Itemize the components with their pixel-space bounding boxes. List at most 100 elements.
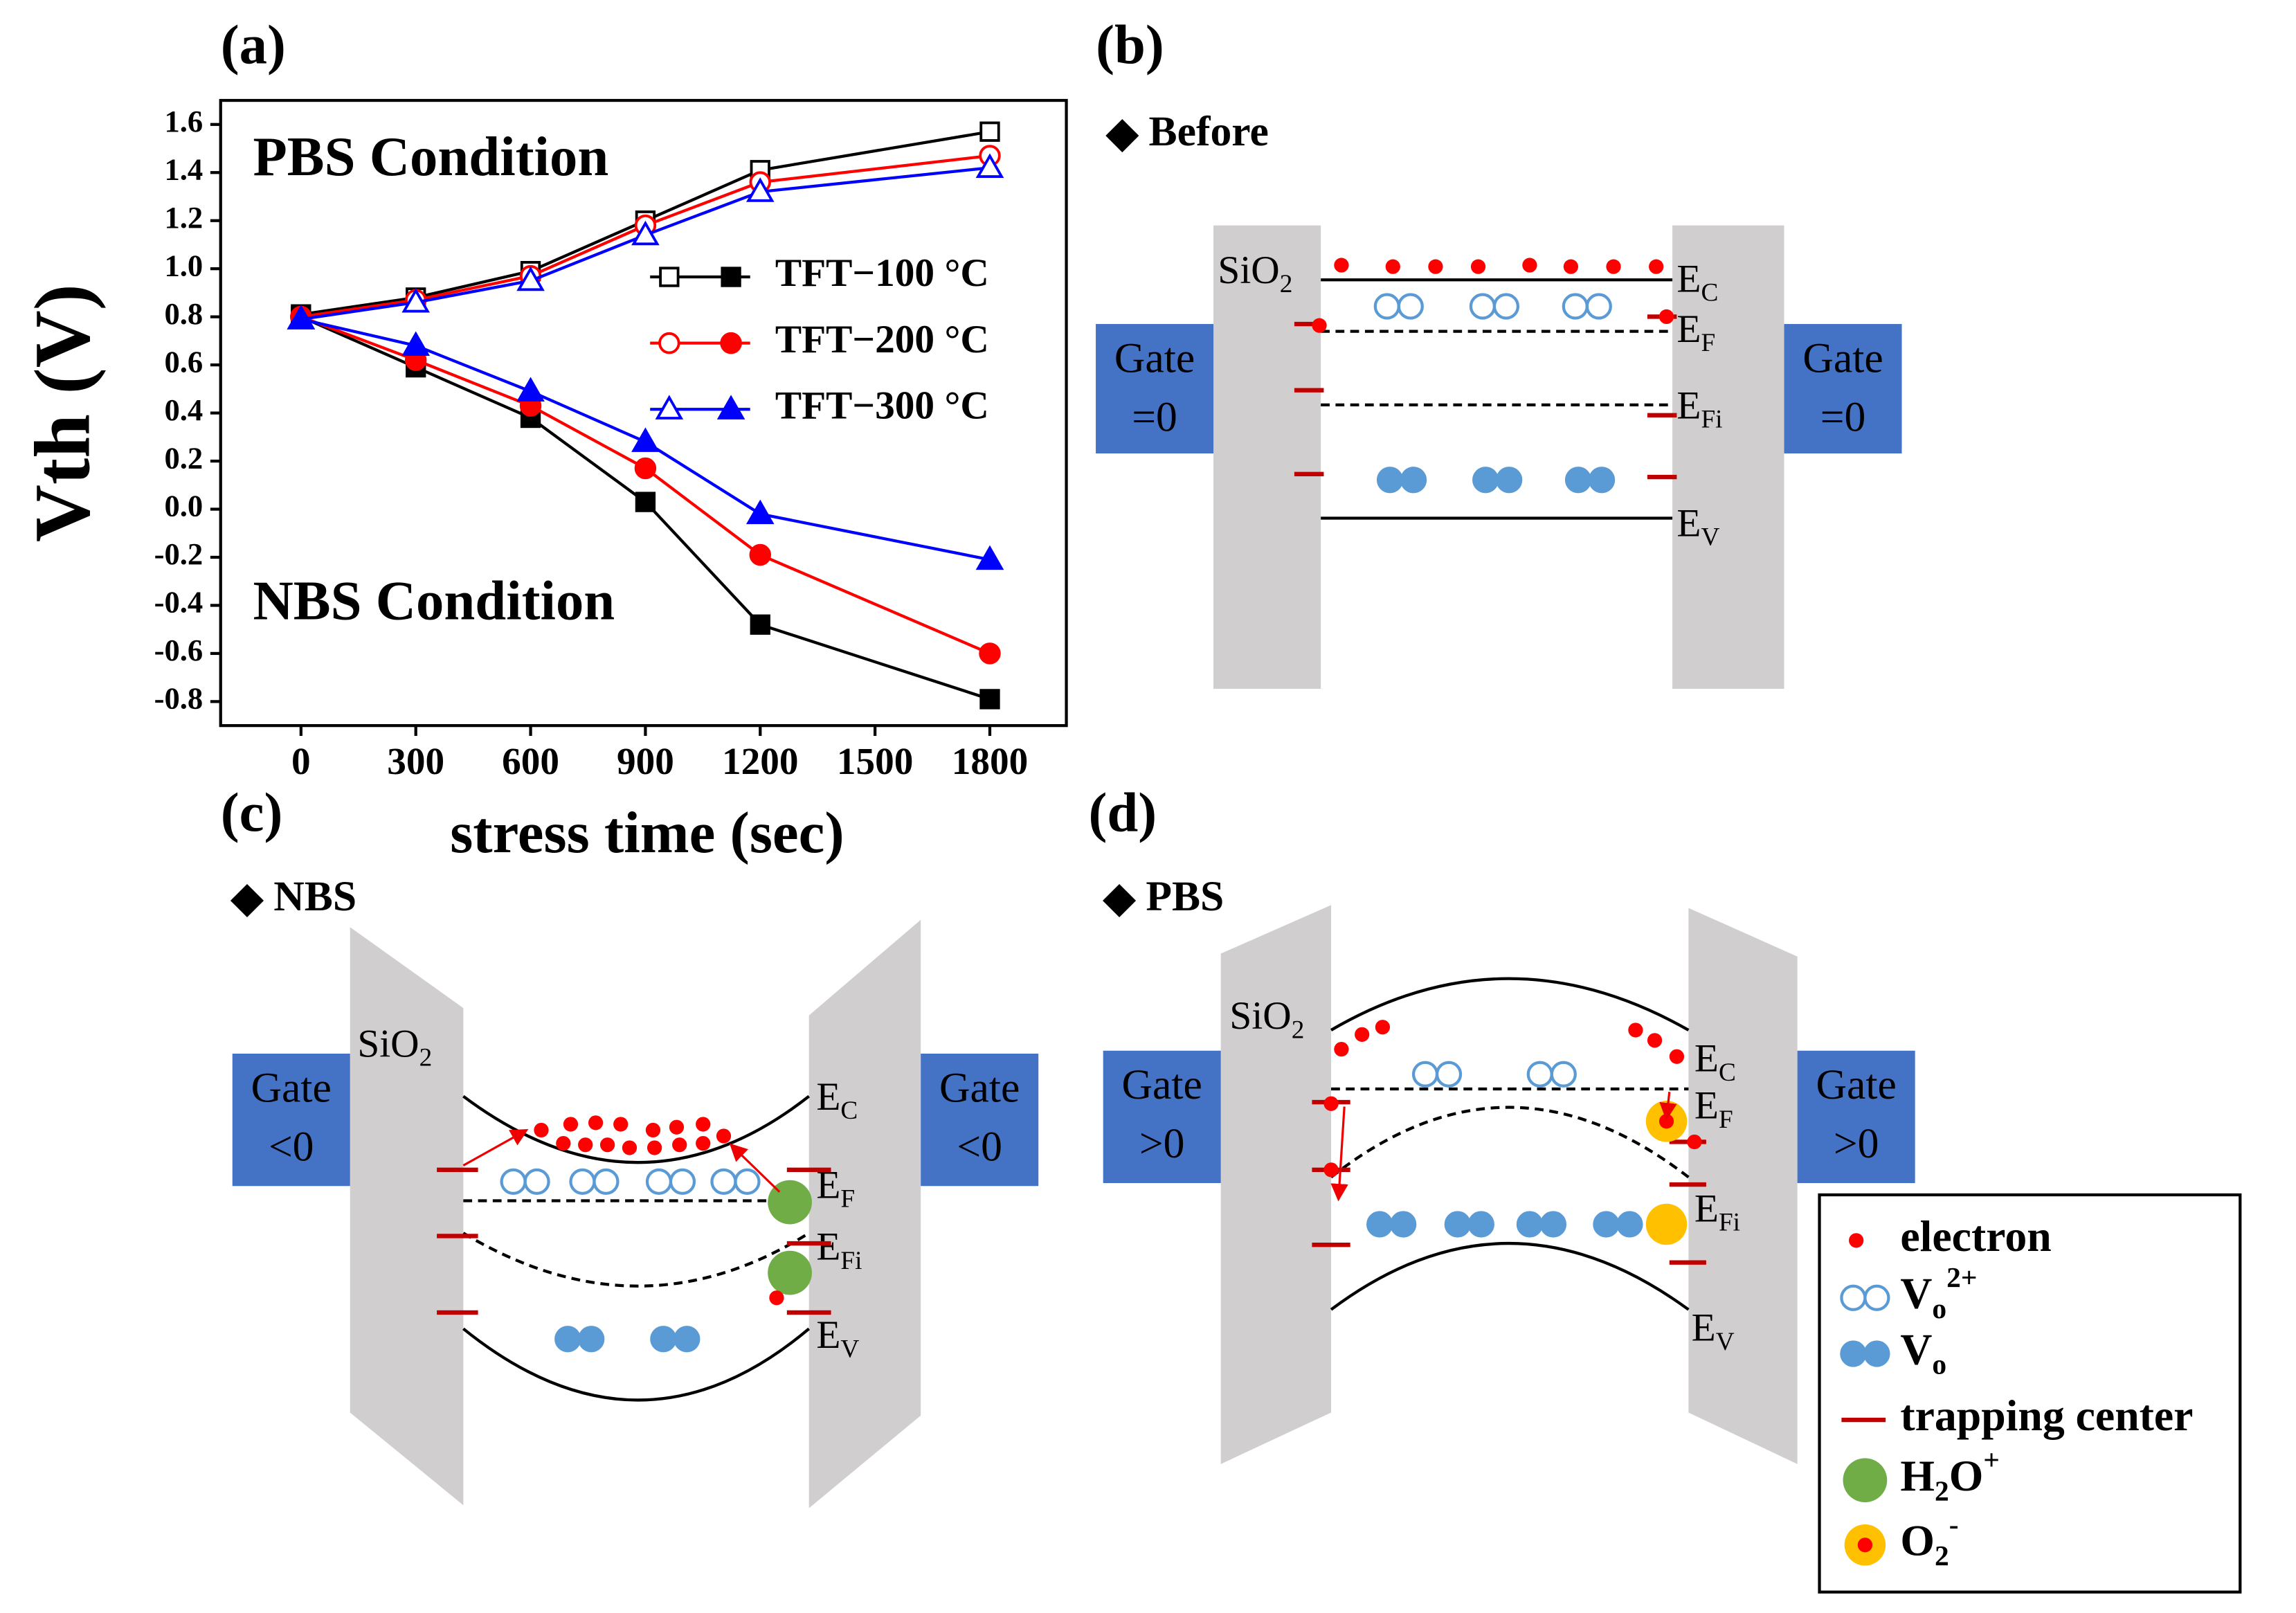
y-tick-label: -0.8 xyxy=(154,681,204,716)
legend-label-part: 2+ xyxy=(1946,1261,1977,1293)
gate-label: Gate xyxy=(1114,334,1195,381)
marker xyxy=(979,689,1000,710)
x-tick-label: 900 xyxy=(617,740,674,782)
electron xyxy=(1312,318,1327,333)
energy-level-label-part: E xyxy=(816,1225,840,1269)
legend-label-part: O xyxy=(1949,1451,1984,1500)
vo2 xyxy=(1411,1061,1439,1088)
oxide-slab xyxy=(1672,225,1784,690)
h2o-ion xyxy=(1843,1458,1888,1503)
panel-label: (d) xyxy=(1088,782,1157,844)
marker xyxy=(401,287,430,313)
series-line xyxy=(300,154,991,318)
legend-label: TFT−100 °C xyxy=(775,251,989,295)
marker xyxy=(659,267,680,287)
vo xyxy=(1593,1211,1620,1238)
electron xyxy=(1334,258,1349,273)
electron xyxy=(669,1119,685,1135)
panel-title: PBS xyxy=(1146,873,1224,920)
y-tick-label: 1.6 xyxy=(164,104,203,138)
energy-level-label-part: Fi xyxy=(1701,405,1722,433)
electron xyxy=(1323,1162,1339,1178)
energy-level-label-part: E xyxy=(1694,1084,1719,1128)
energy-level-label-part: E xyxy=(1676,501,1701,545)
energy-level-label: EC xyxy=(1694,1037,1736,1087)
y-tick-label: 0.6 xyxy=(164,344,203,379)
vo2 xyxy=(1435,1061,1463,1088)
y-tick-label: 0.8 xyxy=(164,296,203,331)
legend-label: TFT−200 °C xyxy=(775,318,989,361)
annotation: PBS Condition xyxy=(253,126,608,188)
oxide-label-part: SiO xyxy=(1229,994,1291,1038)
electron xyxy=(1849,1233,1864,1248)
band-edge xyxy=(462,1094,811,1164)
energy-level-label-part: E xyxy=(1694,1037,1719,1081)
marker xyxy=(634,457,657,480)
electron xyxy=(599,1137,615,1153)
bullet-diamond xyxy=(1103,883,1137,918)
legend-label-part: o xyxy=(1932,1292,1946,1324)
electron xyxy=(1355,1027,1370,1042)
vo xyxy=(1444,1211,1471,1238)
legend-label: trapping center xyxy=(1900,1391,2193,1440)
arrow xyxy=(1330,1106,1348,1202)
oxide-label-part: SiO xyxy=(357,1022,419,1066)
legend-label-part: o xyxy=(1932,1348,1946,1380)
y-tick-label: 1.4 xyxy=(164,152,203,186)
band-edge xyxy=(1330,1106,1690,1179)
legend-label-part: 2 xyxy=(1935,1539,1949,1571)
energy-level-label: EC xyxy=(816,1075,858,1125)
vo xyxy=(1366,1211,1393,1238)
electron xyxy=(622,1140,638,1155)
vo2 xyxy=(1863,1284,1890,1311)
marker xyxy=(745,177,775,202)
x-tick-label: 1800 xyxy=(952,740,1028,782)
vo2 xyxy=(1526,1061,1553,1088)
vo2 xyxy=(1550,1061,1577,1088)
vo2 xyxy=(645,1168,673,1195)
vo xyxy=(1616,1211,1643,1238)
electron xyxy=(578,1137,593,1153)
electron xyxy=(1606,259,1621,274)
energy-level-label-part: E xyxy=(816,1313,840,1357)
vo2 xyxy=(1469,293,1497,320)
legend-label-part: O xyxy=(1900,1515,1935,1565)
vo2 xyxy=(1492,293,1520,320)
gate xyxy=(232,1053,350,1187)
electron xyxy=(1628,1022,1643,1038)
legend-label: Vo xyxy=(1900,1324,1946,1380)
band-edge xyxy=(1330,1242,1690,1311)
oxide-slab xyxy=(350,927,464,1506)
y-tick-label: 0.0 xyxy=(164,489,203,523)
vo xyxy=(554,1326,581,1353)
electron xyxy=(645,1122,661,1138)
energy-level-label: EF xyxy=(1676,307,1715,357)
vo xyxy=(674,1326,700,1353)
band-edge xyxy=(462,1327,811,1402)
vo2 xyxy=(669,1168,696,1195)
oxide-label-part: 2 xyxy=(1292,1016,1305,1044)
marker xyxy=(516,377,545,402)
marker xyxy=(975,153,1004,178)
energy-level-label: EFi xyxy=(816,1225,862,1275)
gate xyxy=(1096,324,1214,454)
legend-label-part: V xyxy=(1900,1268,1932,1317)
electron xyxy=(556,1135,571,1151)
vo xyxy=(650,1326,677,1353)
gate-label: Gate xyxy=(1802,334,1883,381)
oxide-label-part: 2 xyxy=(1280,270,1293,298)
electron xyxy=(588,1115,604,1130)
band-edge xyxy=(1330,977,1690,1031)
y-axis-label: Vth (V) xyxy=(18,284,106,542)
x-tick-label: 0 xyxy=(291,740,311,782)
energy-level-label-part: Fi xyxy=(1719,1208,1740,1236)
vo xyxy=(1863,1340,1890,1367)
oxide-slab xyxy=(1213,225,1321,690)
oxide-label: SiO2 xyxy=(1229,994,1304,1044)
electron xyxy=(647,1140,662,1155)
annotation: NBS Condition xyxy=(253,570,615,632)
vo xyxy=(1376,467,1404,494)
vo xyxy=(578,1326,605,1353)
vo2 xyxy=(1562,293,1589,320)
vo2 xyxy=(593,1168,620,1195)
